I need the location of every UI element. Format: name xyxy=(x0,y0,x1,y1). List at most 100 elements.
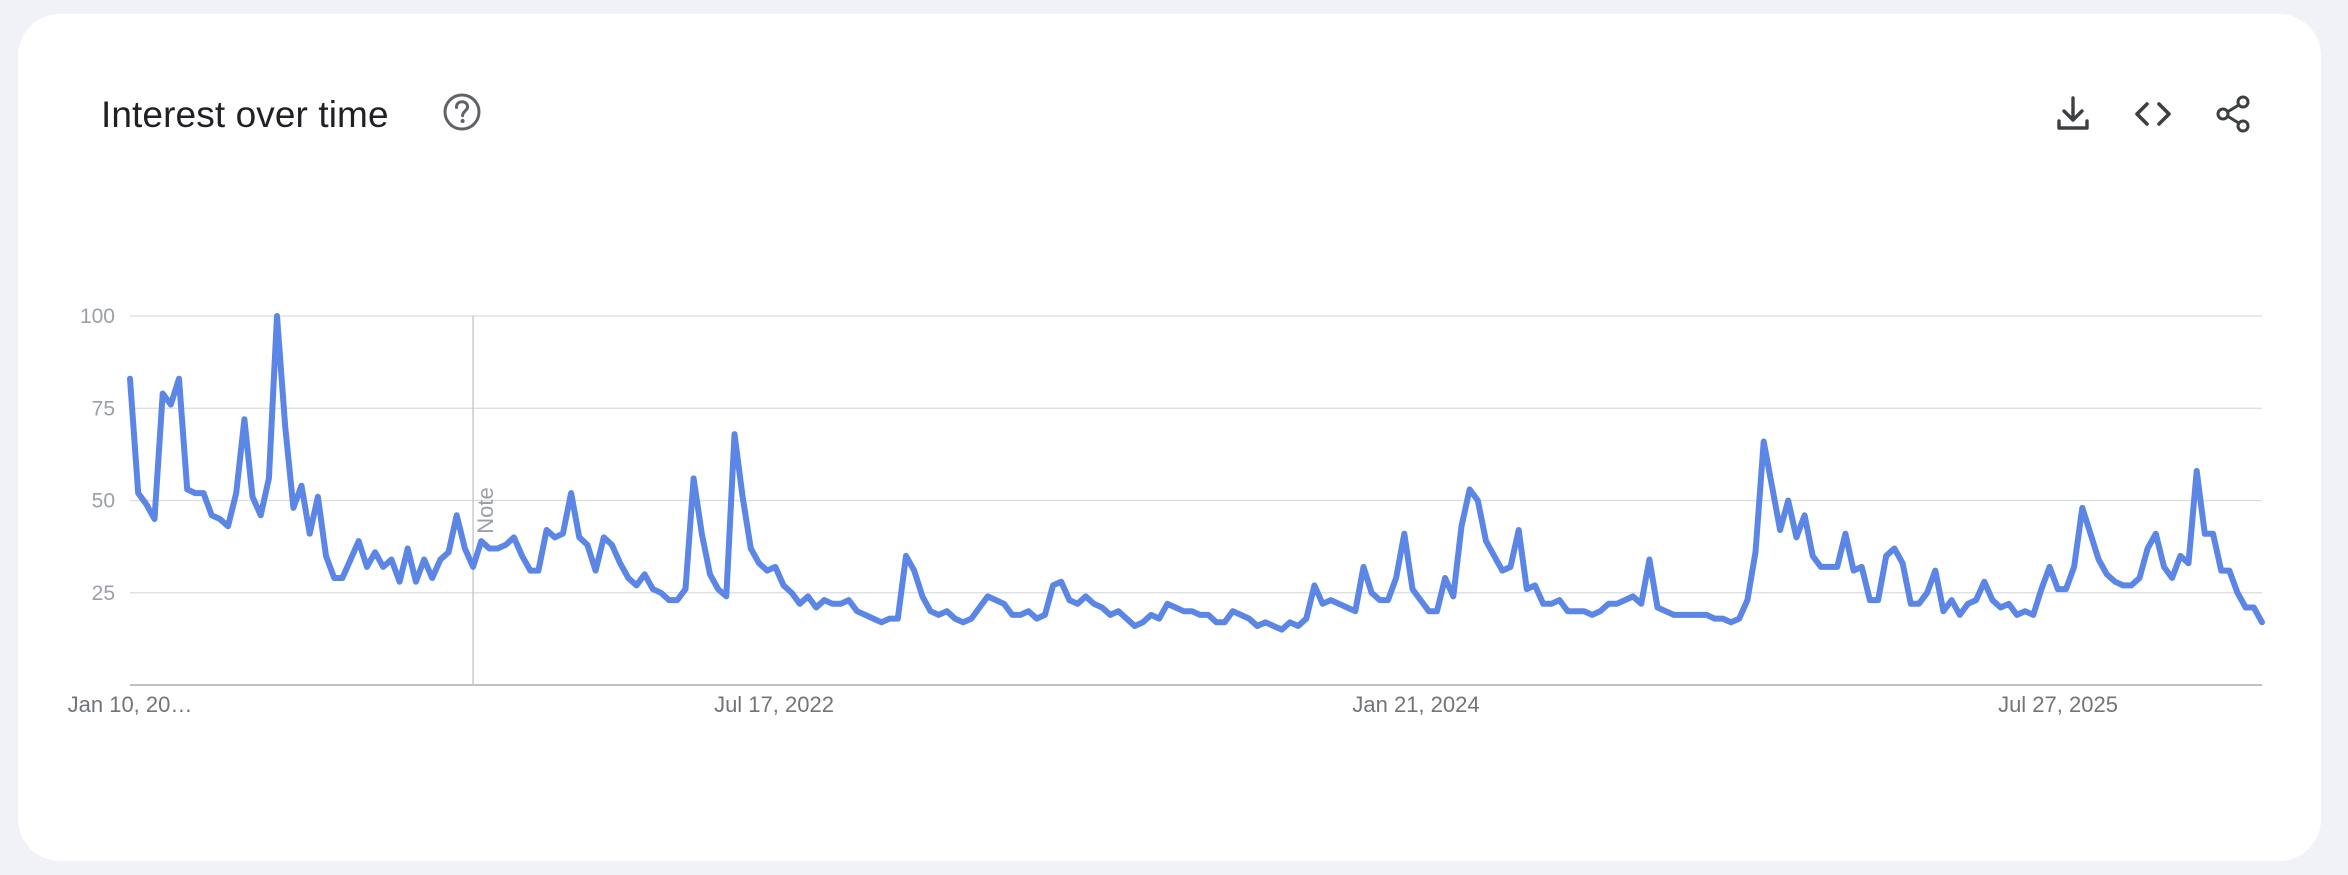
data-point-172 xyxy=(1532,582,1538,588)
data-point-96 xyxy=(911,568,917,574)
data-point-227 xyxy=(1981,579,1987,585)
data-point-215 xyxy=(1883,553,1889,559)
data-point-13 xyxy=(233,490,239,496)
data-point-176 xyxy=(1565,608,1571,614)
data-point-249 xyxy=(2161,564,2167,570)
data-point-52 xyxy=(552,534,558,540)
data-point-252 xyxy=(2186,560,2192,566)
data-point-242 xyxy=(2104,571,2110,577)
data-point-171 xyxy=(1524,586,1530,592)
data-point-126 xyxy=(1156,616,1162,622)
data-point-177 xyxy=(1573,608,1579,614)
data-point-228 xyxy=(1989,597,1995,603)
share-icon xyxy=(2216,95,2250,133)
data-point-51 xyxy=(544,527,550,533)
code-icon xyxy=(2135,102,2171,126)
data-point-248 xyxy=(2153,531,2159,537)
data-point-56 xyxy=(584,542,590,548)
data-point-186 xyxy=(1646,557,1652,563)
data-point-253 xyxy=(2194,468,2200,474)
data-point-115 xyxy=(1066,597,1072,603)
data-point-76 xyxy=(748,546,754,552)
data-point-46 xyxy=(503,542,509,548)
data-point-169 xyxy=(1508,564,1514,570)
embed-button[interactable] xyxy=(2131,92,2175,136)
data-point-180 xyxy=(1597,608,1603,614)
data-point-144 xyxy=(1303,616,1309,622)
data-point-2 xyxy=(143,501,149,507)
data-point-181 xyxy=(1606,601,1612,607)
data-point-93 xyxy=(887,616,893,622)
data-point-108 xyxy=(1009,612,1015,618)
data-point-109 xyxy=(1017,612,1023,618)
data-point-30 xyxy=(372,549,378,555)
data-point-6 xyxy=(176,376,182,382)
data-point-69 xyxy=(691,475,697,481)
y-tick-label-25: 25 xyxy=(92,582,115,605)
data-point-179 xyxy=(1589,612,1595,618)
data-point-27 xyxy=(348,557,354,563)
data-point-29 xyxy=(364,564,370,570)
data-point-89 xyxy=(854,608,860,614)
data-point-226 xyxy=(1973,597,1979,603)
data-point-191 xyxy=(1687,612,1693,618)
data-point-79 xyxy=(772,564,778,570)
data-point-50 xyxy=(535,568,541,574)
data-point-141 xyxy=(1279,627,1285,633)
data-point-132 xyxy=(1205,612,1211,618)
data-point-23 xyxy=(315,494,321,500)
data-point-5 xyxy=(168,402,174,408)
data-point-143 xyxy=(1295,623,1301,629)
data-point-255 xyxy=(2210,531,2216,537)
help-icon[interactable] xyxy=(442,92,482,132)
data-point-94 xyxy=(895,616,901,622)
data-point-39 xyxy=(446,549,452,555)
share-button[interactable] xyxy=(2211,92,2255,136)
data-point-43 xyxy=(478,538,484,544)
data-point-189 xyxy=(1671,612,1677,618)
data-point-225 xyxy=(1965,601,1971,607)
data-point-85 xyxy=(821,597,827,603)
data-point-230 xyxy=(2006,601,2012,607)
data-point-138 xyxy=(1254,623,1260,629)
data-point-70 xyxy=(699,531,705,537)
data-point-254 xyxy=(2202,531,2208,537)
data-point-35 xyxy=(413,579,419,585)
data-point-33 xyxy=(397,579,403,585)
data-point-201 xyxy=(1769,483,1775,489)
data-point-57 xyxy=(593,568,599,574)
data-point-210 xyxy=(1842,531,1848,537)
x-tick-label-1: Jul 17, 2022 xyxy=(714,692,834,717)
data-point-183 xyxy=(1622,597,1628,603)
y-tick-label-50: 50 xyxy=(92,490,115,513)
data-point-194 xyxy=(1712,616,1718,622)
data-point-49 xyxy=(527,568,533,574)
data-point-19 xyxy=(282,424,288,430)
data-point-251 xyxy=(2177,553,2183,559)
data-point-214 xyxy=(1875,597,1881,603)
data-point-237 xyxy=(2063,586,2069,592)
data-point-66 xyxy=(666,597,672,603)
data-point-146 xyxy=(1320,601,1326,607)
x-tick-label-2: Jan 21, 2024 xyxy=(1352,692,1479,717)
data-point-224 xyxy=(1957,612,1963,618)
data-point-55 xyxy=(576,534,582,540)
download-button[interactable] xyxy=(2051,92,2095,136)
data-point-116 xyxy=(1075,601,1081,607)
data-point-10 xyxy=(209,512,215,518)
data-point-86 xyxy=(830,601,836,607)
data-point-18 xyxy=(274,313,280,319)
data-point-166 xyxy=(1483,538,1489,544)
data-point-145 xyxy=(1311,582,1317,588)
data-point-157 xyxy=(1410,586,1416,592)
data-point-110 xyxy=(1026,608,1032,614)
data-point-142 xyxy=(1287,619,1293,625)
data-point-159 xyxy=(1426,608,1432,614)
data-point-111 xyxy=(1034,616,1040,622)
data-point-41 xyxy=(462,546,468,552)
data-point-99 xyxy=(936,612,942,618)
data-point-65 xyxy=(658,590,664,596)
data-point-211 xyxy=(1851,568,1857,574)
data-point-68 xyxy=(683,586,689,592)
data-point-62 xyxy=(634,582,640,588)
